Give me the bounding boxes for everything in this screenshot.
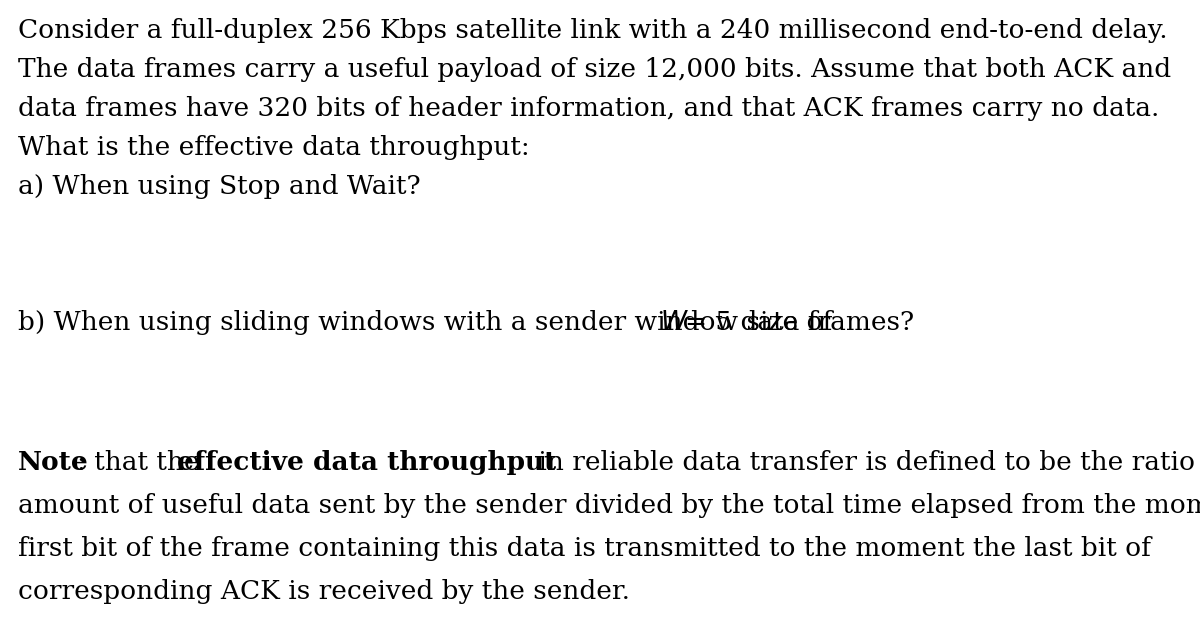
Text: effective data throughput: effective data throughput	[178, 450, 557, 475]
Text: b) When using sliding windows with a sender window size of: b) When using sliding windows with a sen…	[18, 310, 841, 335]
Text: The data frames carry a useful payload of size 12,000 bits. Assume that both ACK: The data frames carry a useful payload o…	[18, 57, 1171, 82]
Text: = 5 data frames?: = 5 data frames?	[685, 310, 914, 335]
Text: Note: Note	[18, 450, 89, 475]
Text: data frames have 320 bits of header information, and that ACK frames carry no da: data frames have 320 bits of header info…	[18, 96, 1159, 121]
Text: in reliable data transfer is defined to be the ratio of the: in reliable data transfer is defined to …	[530, 450, 1200, 475]
Text: first bit of the frame containing this data is transmitted to the moment the las: first bit of the frame containing this d…	[18, 536, 1151, 561]
Text: : that the: : that the	[77, 450, 208, 475]
Text: corresponding ACK is received by the sender.: corresponding ACK is received by the sen…	[18, 579, 630, 604]
Text: What is the effective data throughput:: What is the effective data throughput:	[18, 135, 529, 160]
Text: $W$: $W$	[660, 310, 689, 335]
Text: amount of useful data sent by the sender divided by the total time elapsed from : amount of useful data sent by the sender…	[18, 493, 1200, 518]
Text: a) When using Stop and Wait?: a) When using Stop and Wait?	[18, 174, 421, 199]
Text: Consider a full-duplex 256 Kbps satellite link with a 240 millisecond end-to-end: Consider a full-duplex 256 Kbps satellit…	[18, 18, 1168, 43]
